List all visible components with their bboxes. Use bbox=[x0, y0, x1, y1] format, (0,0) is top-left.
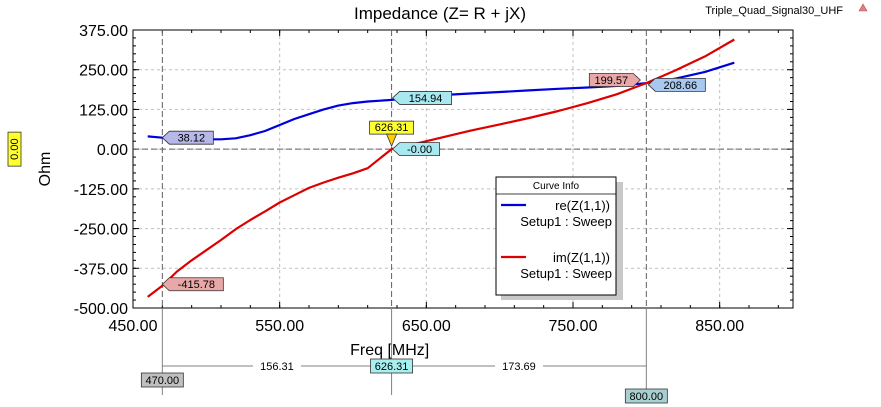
marker-re-800[interactable]: 208.66 bbox=[647, 77, 706, 92]
svg-text:626.31: 626.31 bbox=[375, 122, 409, 134]
marker-im-470[interactable]: -415.78 bbox=[161, 277, 224, 292]
delta-label: 173.69 bbox=[502, 361, 536, 373]
y-tick-label: 250.00 bbox=[79, 63, 128, 80]
series-line-re bbox=[147, 61, 735, 141]
y-cursor-label[interactable]: 0.00 bbox=[7, 131, 22, 167]
y-axis-label: Ohm bbox=[37, 152, 54, 187]
chart-title: Impedance (Z= R + jX) bbox=[354, 4, 526, 23]
svg-text:38.12: 38.12 bbox=[178, 133, 206, 145]
x-cursor-box-800[interactable]: 800.00 bbox=[624, 388, 668, 404]
marker-im-800[interactable]: 199.57 bbox=[588, 73, 641, 88]
delta-bg bbox=[252, 359, 301, 373]
x-tick-labels: 450.00 550.00 650.00 750.00 850.00 bbox=[109, 318, 745, 335]
marker-re-626[interactable]: 154.94 bbox=[392, 91, 452, 105]
cursor-readout: 156.31 173.69 470.00 626.31 800.00 bbox=[140, 308, 668, 404]
legend-title: Curve Info bbox=[533, 181, 580, 192]
legend-setup-im: Setup1 : Sweep bbox=[520, 266, 612, 281]
cursor-lines bbox=[133, 30, 793, 308]
legend-entry-im: im(Z(1,1)) bbox=[553, 250, 610, 265]
svg-text:208.66: 208.66 bbox=[664, 80, 698, 92]
legend-setup-re: Setup1 : Sweep bbox=[520, 214, 612, 229]
svg-text:-415.78: -415.78 bbox=[178, 279, 215, 291]
x-cursor-box-626[interactable]: 626.31 bbox=[370, 358, 413, 374]
svg-text:626.31: 626.31 bbox=[375, 361, 409, 373]
marker-crossing[interactable]: 626.31 bbox=[369, 120, 414, 148]
delta-label: 156.31 bbox=[260, 361, 294, 373]
legend-box[interactable] bbox=[495, 176, 617, 296]
y-tick-label: -250.00 bbox=[74, 222, 128, 239]
y-tick-label: -500.00 bbox=[74, 301, 128, 318]
marker-im-626[interactable]: -0.00 bbox=[392, 142, 440, 157]
series-line-im bbox=[147, 38, 735, 298]
svg-text:0.00: 0.00 bbox=[9, 138, 21, 159]
svg-text:800.00: 800.00 bbox=[630, 391, 664, 403]
x-tick-label: 550.00 bbox=[255, 318, 304, 335]
y-tick-label: -375.00 bbox=[74, 261, 128, 278]
x-tick-label: 750.00 bbox=[549, 318, 598, 335]
x-tick-label: 450.00 bbox=[109, 318, 158, 335]
y-tick-label: 375.00 bbox=[79, 23, 128, 40]
marker-re-470[interactable]: 38.12 bbox=[161, 130, 214, 145]
svg-text:199.57: 199.57 bbox=[595, 75, 629, 87]
x-tick-label: 650.00 bbox=[402, 318, 451, 335]
x-cursor-box-470[interactable]: 470.00 bbox=[140, 372, 184, 388]
series-lines bbox=[147, 38, 735, 298]
legend[interactable]: Curve Info re(Z(1,1)) Setup1 : Sweep im(… bbox=[495, 176, 623, 300]
y-tick-label: -125.00 bbox=[74, 182, 128, 199]
svg-text:-0.00: -0.00 bbox=[407, 144, 432, 156]
x-tick-label: 850.00 bbox=[695, 318, 744, 335]
plot-frame bbox=[132, 29, 794, 309]
warning-triangle-icon[interactable] bbox=[858, 3, 868, 12]
y-tick-labels: 375.00 250.00 125.00 0.00 -125.00 -250.00 -375… bbox=[74, 23, 128, 318]
svg-text:470.00: 470.00 bbox=[146, 375, 180, 387]
legend-entry-re: re(Z(1,1)) bbox=[555, 198, 610, 213]
svg-text:154.94: 154.94 bbox=[409, 93, 443, 105]
x-axis-label: Freq [MHz] bbox=[350, 342, 429, 359]
marker-labels: 38.12 -415.78 154.94 -0.00 626.31 199.57 208.6… bbox=[7, 73, 706, 292]
delta-bg bbox=[494, 359, 543, 373]
y-tick-label: 0.00 bbox=[97, 142, 128, 159]
project-name: Triple_Quad_Signal30_UHF bbox=[705, 5, 843, 17]
y-tick-label: 125.00 bbox=[79, 102, 128, 119]
grid-lines bbox=[132, 29, 793, 309]
